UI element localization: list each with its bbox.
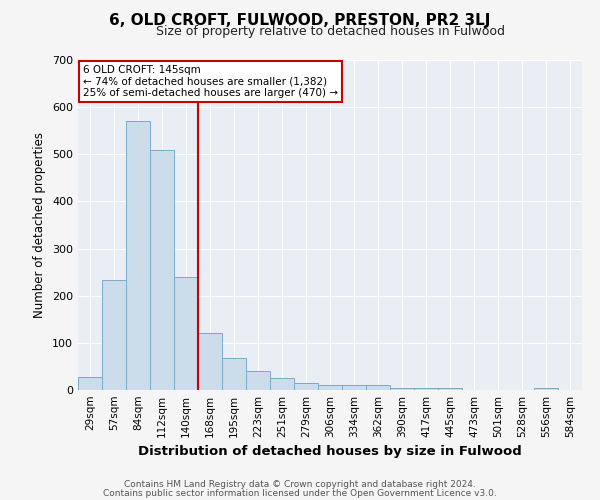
Bar (78, 378, 102, 390)
Bar (270, 378, 294, 390)
Bar (246, 371, 270, 390)
Bar (174, 277, 198, 390)
Text: Contains HM Land Registry data © Crown copyright and database right 2024.: Contains HM Land Registry data © Crown c… (124, 480, 476, 489)
Text: Contains public sector information licensed under the Open Government Licence v3: Contains public sector information licen… (103, 488, 497, 498)
Bar (126, 122, 150, 390)
Text: 6 OLD CROFT: 145sqm
← 74% of detached houses are smaller (1,382)
25% of semi-det: 6 OLD CROFT: 145sqm ← 74% of detached ho… (83, 65, 338, 98)
Y-axis label: Number of detached properties: Number of detached properties (34, 132, 46, 318)
Bar (366, 386, 390, 390)
Bar (102, 280, 126, 390)
Bar (438, 388, 462, 390)
Bar (318, 386, 342, 390)
Bar (342, 386, 366, 390)
Bar (390, 388, 414, 390)
Bar (414, 388, 438, 390)
Bar (198, 334, 222, 390)
Bar (294, 383, 318, 390)
Title: Size of property relative to detached houses in Fulwood: Size of property relative to detached ho… (155, 25, 505, 38)
Text: 6, OLD CROFT, FULWOOD, PRESTON, PR2 3LJ: 6, OLD CROFT, FULWOOD, PRESTON, PR2 3LJ (109, 12, 491, 28)
X-axis label: Distribution of detached houses by size in Fulwood: Distribution of detached houses by size … (138, 446, 522, 458)
Bar (222, 358, 246, 390)
Bar (534, 388, 558, 390)
Bar (150, 150, 174, 390)
